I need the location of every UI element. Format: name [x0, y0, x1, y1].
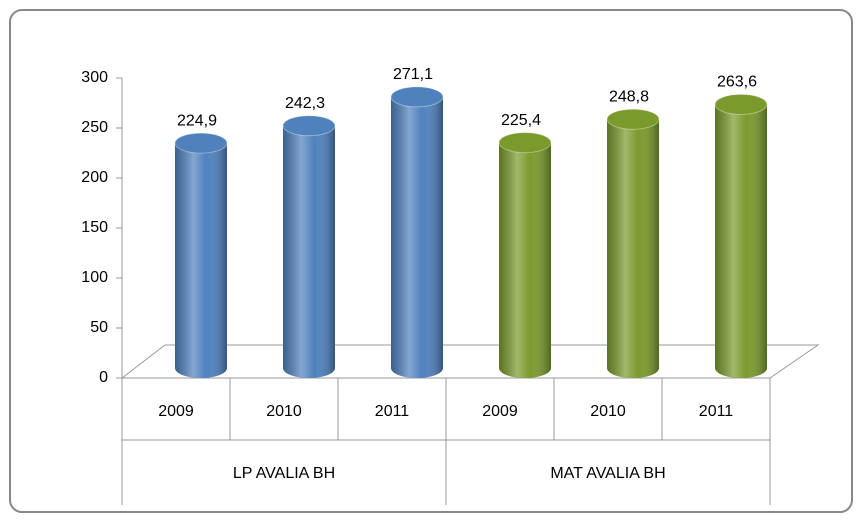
group-label: MAT AVALIA BH — [550, 465, 665, 482]
y-tick-label: 250 — [81, 119, 108, 136]
bar-top — [174, 132, 228, 154]
bar-shade — [499, 142, 551, 378]
y-tick-label: 100 — [81, 269, 108, 286]
y-tick-label: 200 — [81, 169, 108, 186]
y-tick-label: 300 — [81, 69, 108, 86]
x-tick-label: 2009 — [482, 403, 518, 420]
x-tick-label: 2009 — [158, 403, 194, 420]
bar-top — [390, 86, 444, 108]
y-tick-label: 50 — [90, 319, 108, 336]
y-tick-label: 150 — [81, 219, 108, 236]
value-label: 271,1 — [393, 66, 433, 83]
x-tick-label: 2010 — [590, 403, 626, 420]
x-tick-label: 2011 — [375, 403, 410, 420]
y-tick-label: 0 — [99, 369, 108, 386]
bar-shade — [715, 104, 767, 379]
x-tick-label: 2010 — [266, 403, 302, 420]
bar-shade — [283, 125, 335, 378]
bar-top — [606, 108, 660, 130]
bar-shade — [175, 143, 227, 378]
value-label: 224,9 — [177, 112, 217, 129]
value-label: 248,8 — [609, 88, 649, 105]
bar-shade — [607, 119, 659, 378]
group-label: LP AVALIA BH — [233, 465, 335, 482]
bar-top — [714, 93, 768, 115]
value-label: 263,6 — [717, 74, 757, 91]
bar-top — [498, 132, 552, 154]
bar-shade — [391, 96, 443, 379]
value-label: 242,3 — [285, 95, 325, 112]
value-label: 225,4 — [501, 112, 541, 129]
bar-top — [282, 115, 336, 137]
x-tick-label: 2011 — [699, 403, 734, 420]
